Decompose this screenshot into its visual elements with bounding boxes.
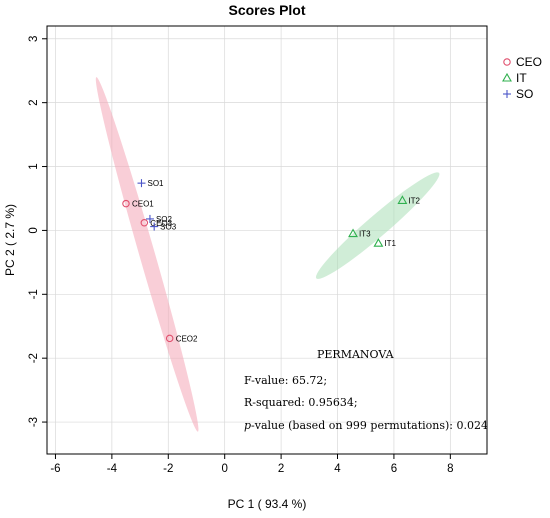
permanova-line-1-text: F-value: 65.72; <box>244 374 327 387</box>
legend-marker-so <box>503 90 511 98</box>
x-tick-label: 4 <box>334 463 341 475</box>
permanova-line-2: R-squared: 0.95634; <box>244 396 358 409</box>
y-tick-label: -3 <box>28 417 40 427</box>
ellipse-ceo <box>95 77 199 432</box>
point-ceo2 <box>165 334 174 343</box>
legend: CEO IT SO <box>502 55 542 101</box>
legend-label-ceo: CEO <box>516 55 542 69</box>
chart-title: Scores Plot <box>228 2 305 18</box>
plot-frame <box>46 25 488 455</box>
legend-label-so: SO <box>516 87 533 101</box>
point-label-it1: IT1 <box>384 239 396 248</box>
point-label-so2: SO2 <box>156 215 173 224</box>
grid <box>47 26 487 454</box>
y-axis-label: PC 2 ( 2.7 %) <box>3 204 17 276</box>
point-ceo3 <box>140 219 149 227</box>
permanova-line-3-italic: p <box>244 419 251 432</box>
point-label-ceo1: CEO1 <box>132 200 154 209</box>
y-tick-label: -1 <box>28 289 40 299</box>
point-label-it3: IT3 <box>359 230 371 239</box>
legend-marker-it <box>502 72 512 82</box>
x-tick-label: -4 <box>107 463 118 475</box>
x-tick-label: -2 <box>163 463 173 475</box>
x-tick-label: 6 <box>391 463 397 475</box>
permanova-line-1: F-value: 65.72; <box>244 374 327 387</box>
point-label-ceo3: CEO3 <box>150 219 172 228</box>
permanova-heading: PERMANOVA <box>317 348 395 361</box>
permanova-line-3: p-value (based on 999 permutations): 0.0… <box>244 419 488 432</box>
y-tick-label: 2 <box>28 99 40 105</box>
point-so3 <box>150 222 159 231</box>
point-it3 <box>348 228 358 238</box>
permanova-line-3-text: -value (based on 999 permutations): 0.02… <box>251 419 488 432</box>
permanova-annotation: PERMANOVA F-value: 65.72; R-squared: 0.9… <box>244 348 488 432</box>
point-so2 <box>145 214 154 223</box>
x-tick-label: 8 <box>447 463 453 475</box>
x-tick-label: 0 <box>221 463 227 475</box>
y-tick-label: 1 <box>28 163 40 169</box>
ellipse-it <box>315 172 440 279</box>
x-tick-label: 2 <box>278 463 284 475</box>
point-it1 <box>373 238 384 247</box>
permanova-line-2-text: R-squared: 0.95634; <box>244 396 358 409</box>
x-tick-label: -6 <box>50 463 60 475</box>
point-label-so1: SO1 <box>147 179 164 188</box>
point-ceo1 <box>122 199 130 208</box>
point-label-ceo2: CEO2 <box>176 334 198 343</box>
point-label-it2: IT2 <box>408 196 420 205</box>
y-tick-label: 3 <box>28 36 40 42</box>
point-label-so3: SO3 <box>160 223 177 232</box>
axis-ticks: -6 -4 -2 0 2 4 6 8 -3 -2 -1 0 1 2 3 <box>28 36 454 475</box>
point-it2 <box>397 195 408 204</box>
y-tick-label: -2 <box>28 353 40 363</box>
y-tick-label: 0 <box>28 227 40 233</box>
legend-marker-ceo <box>503 58 511 66</box>
confidence-ellipses <box>95 77 440 432</box>
point-so1 <box>137 179 146 188</box>
x-axis-label: PC 1 ( 93.4 %) <box>228 497 307 511</box>
legend-label-it: IT <box>516 71 527 85</box>
